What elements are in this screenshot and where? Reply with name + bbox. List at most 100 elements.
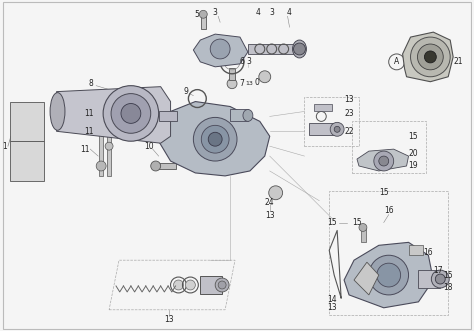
Text: 13: 13 bbox=[328, 303, 337, 312]
Bar bbox=[230, 110, 248, 121]
Polygon shape bbox=[159, 102, 270, 176]
Circle shape bbox=[121, 104, 141, 123]
Text: 3: 3 bbox=[213, 8, 218, 17]
Circle shape bbox=[334, 126, 340, 132]
Text: 23: 23 bbox=[344, 109, 354, 118]
Circle shape bbox=[210, 39, 230, 59]
Bar bbox=[361, 228, 366, 242]
Circle shape bbox=[96, 161, 106, 171]
Bar bbox=[248, 44, 298, 54]
Circle shape bbox=[435, 274, 445, 284]
Circle shape bbox=[215, 278, 229, 292]
Text: 4: 4 bbox=[287, 8, 292, 17]
Ellipse shape bbox=[243, 110, 253, 121]
Bar bbox=[304, 97, 359, 146]
Text: 11: 11 bbox=[84, 127, 94, 136]
Circle shape bbox=[208, 132, 222, 146]
Bar bbox=[409, 245, 423, 255]
Text: 6: 6 bbox=[239, 57, 245, 67]
Bar bbox=[159, 112, 176, 121]
Circle shape bbox=[424, 51, 436, 63]
Polygon shape bbox=[10, 141, 44, 181]
Text: 15: 15 bbox=[409, 132, 419, 141]
Text: 10: 10 bbox=[144, 142, 154, 151]
Circle shape bbox=[201, 125, 229, 153]
Text: 14: 14 bbox=[328, 295, 337, 305]
Circle shape bbox=[410, 37, 450, 77]
Circle shape bbox=[99, 116, 111, 127]
Text: 17: 17 bbox=[434, 265, 443, 275]
Text: 16: 16 bbox=[424, 248, 433, 257]
Circle shape bbox=[151, 161, 161, 171]
Text: 1: 1 bbox=[2, 142, 7, 151]
Circle shape bbox=[218, 281, 226, 289]
Text: 24: 24 bbox=[265, 198, 274, 207]
Bar bbox=[201, 15, 206, 29]
Circle shape bbox=[173, 280, 183, 290]
Text: 0: 0 bbox=[255, 78, 259, 87]
Bar bbox=[310, 123, 337, 135]
Circle shape bbox=[293, 43, 305, 55]
Polygon shape bbox=[357, 149, 409, 171]
Text: 15: 15 bbox=[443, 270, 453, 280]
Text: 13: 13 bbox=[245, 81, 253, 86]
Circle shape bbox=[193, 118, 237, 161]
Text: 11: 11 bbox=[84, 109, 94, 118]
Bar bbox=[201, 276, 222, 294]
Text: 8: 8 bbox=[89, 79, 93, 88]
Circle shape bbox=[259, 71, 271, 83]
Polygon shape bbox=[56, 87, 171, 143]
Text: 13: 13 bbox=[265, 211, 274, 220]
Text: 9: 9 bbox=[184, 87, 189, 96]
Text: 15: 15 bbox=[352, 218, 362, 227]
Bar bbox=[99, 121, 103, 176]
Text: 3: 3 bbox=[269, 8, 274, 17]
Text: 13: 13 bbox=[344, 95, 354, 104]
Circle shape bbox=[374, 151, 394, 171]
Text: 16: 16 bbox=[384, 206, 393, 215]
Bar bbox=[229, 68, 235, 80]
Polygon shape bbox=[402, 32, 453, 82]
Circle shape bbox=[431, 270, 449, 288]
Circle shape bbox=[418, 44, 443, 70]
Bar bbox=[314, 104, 332, 112]
Text: 15: 15 bbox=[328, 218, 337, 227]
Text: 13: 13 bbox=[164, 315, 173, 324]
Text: 18: 18 bbox=[444, 283, 453, 293]
Circle shape bbox=[111, 94, 151, 133]
Circle shape bbox=[379, 156, 389, 166]
Circle shape bbox=[200, 10, 207, 18]
Polygon shape bbox=[354, 262, 379, 295]
Text: 3: 3 bbox=[246, 57, 251, 67]
Text: 21: 21 bbox=[453, 57, 463, 67]
Polygon shape bbox=[10, 102, 44, 141]
Bar bbox=[352, 121, 427, 173]
Bar bbox=[104, 106, 106, 109]
Circle shape bbox=[359, 223, 367, 231]
Circle shape bbox=[330, 122, 344, 136]
Bar bbox=[103, 109, 107, 114]
Circle shape bbox=[103, 86, 159, 141]
Text: 19: 19 bbox=[409, 162, 419, 170]
Ellipse shape bbox=[50, 93, 65, 130]
Text: 11: 11 bbox=[81, 145, 90, 154]
Bar bbox=[107, 121, 111, 176]
Text: A: A bbox=[394, 57, 399, 67]
Ellipse shape bbox=[292, 40, 306, 58]
Circle shape bbox=[377, 263, 401, 287]
Circle shape bbox=[105, 142, 113, 150]
Bar bbox=[155, 163, 175, 169]
Circle shape bbox=[269, 186, 283, 200]
Circle shape bbox=[185, 280, 195, 290]
Text: 7: 7 bbox=[239, 79, 245, 88]
Circle shape bbox=[227, 79, 237, 89]
Circle shape bbox=[389, 54, 405, 70]
Polygon shape bbox=[344, 242, 433, 308]
Circle shape bbox=[369, 255, 409, 295]
Text: 4: 4 bbox=[255, 8, 260, 17]
Text: 22: 22 bbox=[344, 127, 354, 136]
Bar bbox=[419, 270, 440, 288]
Polygon shape bbox=[193, 34, 248, 67]
Text: 15: 15 bbox=[379, 188, 389, 197]
Text: 5: 5 bbox=[194, 10, 199, 19]
